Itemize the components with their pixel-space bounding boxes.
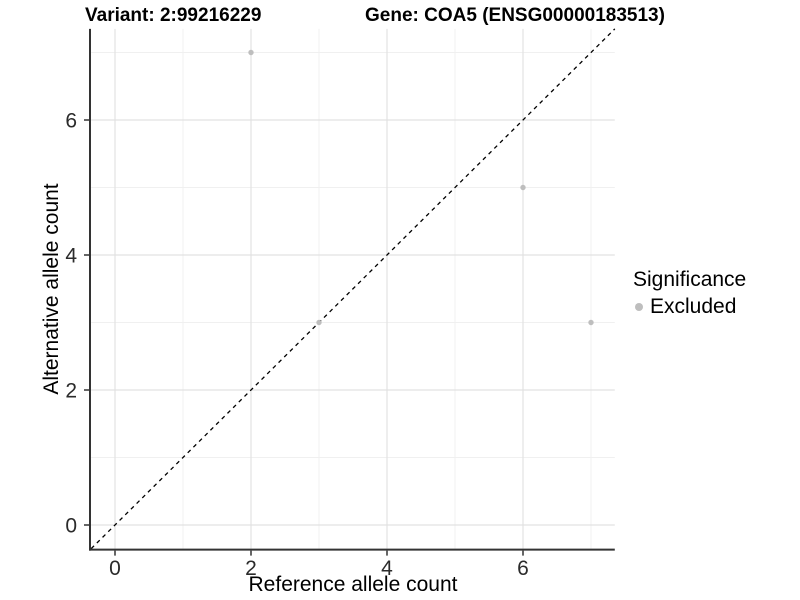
x-tick-label: 0	[109, 557, 121, 580]
x-tick-label: 2	[245, 557, 257, 580]
legend-item-label: Excluded	[650, 295, 737, 318]
data-point	[520, 184, 526, 191]
y-axis-title: Alternative allele count	[40, 183, 63, 395]
y-tick-label: 0	[65, 515, 77, 538]
variant-title: Variant: 2:99216229	[85, 5, 262, 26]
legend-item-excluded: Excluded	[631, 295, 746, 319]
data-point	[316, 319, 322, 326]
x-tick-label: 4	[381, 557, 393, 580]
identity-line	[90, 28, 616, 550]
y-tick-label: 2	[65, 380, 77, 403]
legend: Significance Excluded	[631, 268, 746, 319]
y-tick-label: 6	[65, 110, 77, 133]
gene-title: Gene: COA5 (ENSG00000183513)	[365, 5, 665, 26]
y-tick-label: 4	[65, 245, 77, 268]
legend-point-icon	[635, 303, 643, 311]
x-axis-title: Reference allele count	[248, 573, 458, 596]
data-point	[248, 49, 254, 56]
legend-title: Significance	[633, 268, 747, 291]
data-point	[588, 319, 594, 326]
x-tick-label: 6	[517, 557, 529, 580]
